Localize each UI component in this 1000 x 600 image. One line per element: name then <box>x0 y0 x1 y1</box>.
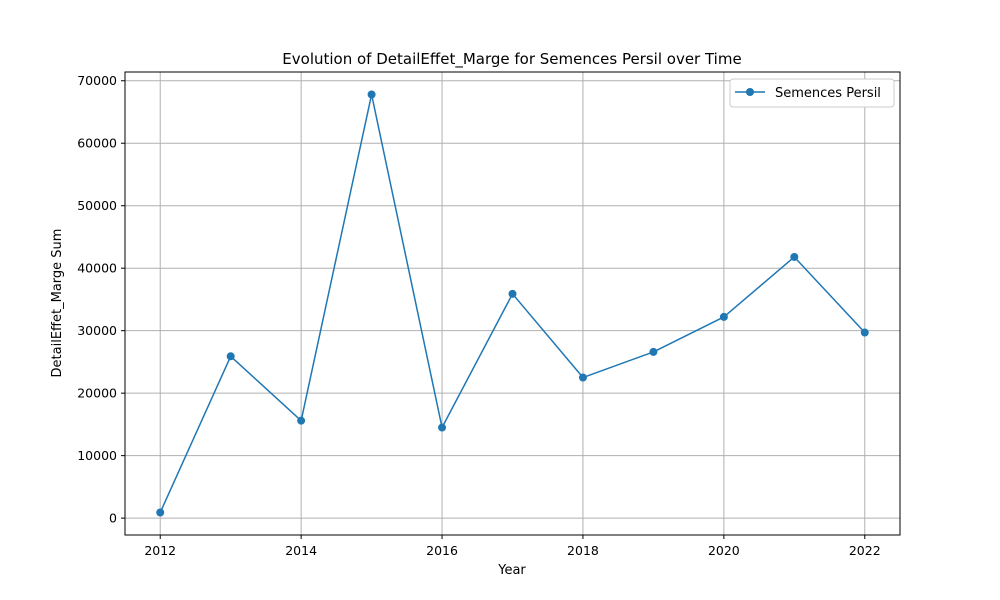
legend-box <box>729 78 895 108</box>
data-point <box>297 416 306 425</box>
data-point <box>226 352 235 361</box>
y-tick-label: 0 <box>109 511 117 526</box>
x-tick-label: 2016 <box>426 543 458 558</box>
data-point <box>367 90 376 99</box>
y-tick-label: 20000 <box>77 386 117 401</box>
data-point <box>508 289 517 298</box>
x-tick-label: 2012 <box>144 543 176 558</box>
legend: Semences Persil <box>729 78 895 108</box>
data-point <box>860 328 869 337</box>
data-point <box>438 423 447 432</box>
axis-ticks: 2012 2014 2016 2018 2020 2022 0 10000 20000 30000… <box>77 73 880 558</box>
x-tick-label: 2020 <box>708 543 740 558</box>
series-line <box>159 93 866 513</box>
x-tick-label: 2018 <box>567 543 599 558</box>
y-tick-label: 60000 <box>77 136 117 151</box>
y-tick-label: 50000 <box>77 198 117 213</box>
y-tick-label: 70000 <box>77 73 117 88</box>
data-point <box>649 347 658 356</box>
x-axis-label: Year <box>497 563 526 578</box>
legend-marker <box>746 88 754 96</box>
chart-title: Evolution of DetailEffet_Marge for Semen… <box>282 50 741 69</box>
x-tick-label: 2014 <box>285 543 317 558</box>
data-point <box>578 373 587 382</box>
data-point <box>719 312 728 321</box>
data-point <box>790 252 799 261</box>
x-tick-label: 2022 <box>849 543 881 558</box>
data-point <box>156 508 165 517</box>
y-tick-label: 30000 <box>77 323 117 338</box>
y-tick-label: 40000 <box>77 261 117 276</box>
y-axis-label: DetailEffet_Marge Sum <box>50 229 65 378</box>
grid <box>125 72 900 535</box>
data-series <box>156 90 869 517</box>
legend-label: Semences Persil <box>775 86 881 101</box>
y-tick-label: 10000 <box>77 448 117 463</box>
plot-area-frame <box>124 71 901 536</box>
